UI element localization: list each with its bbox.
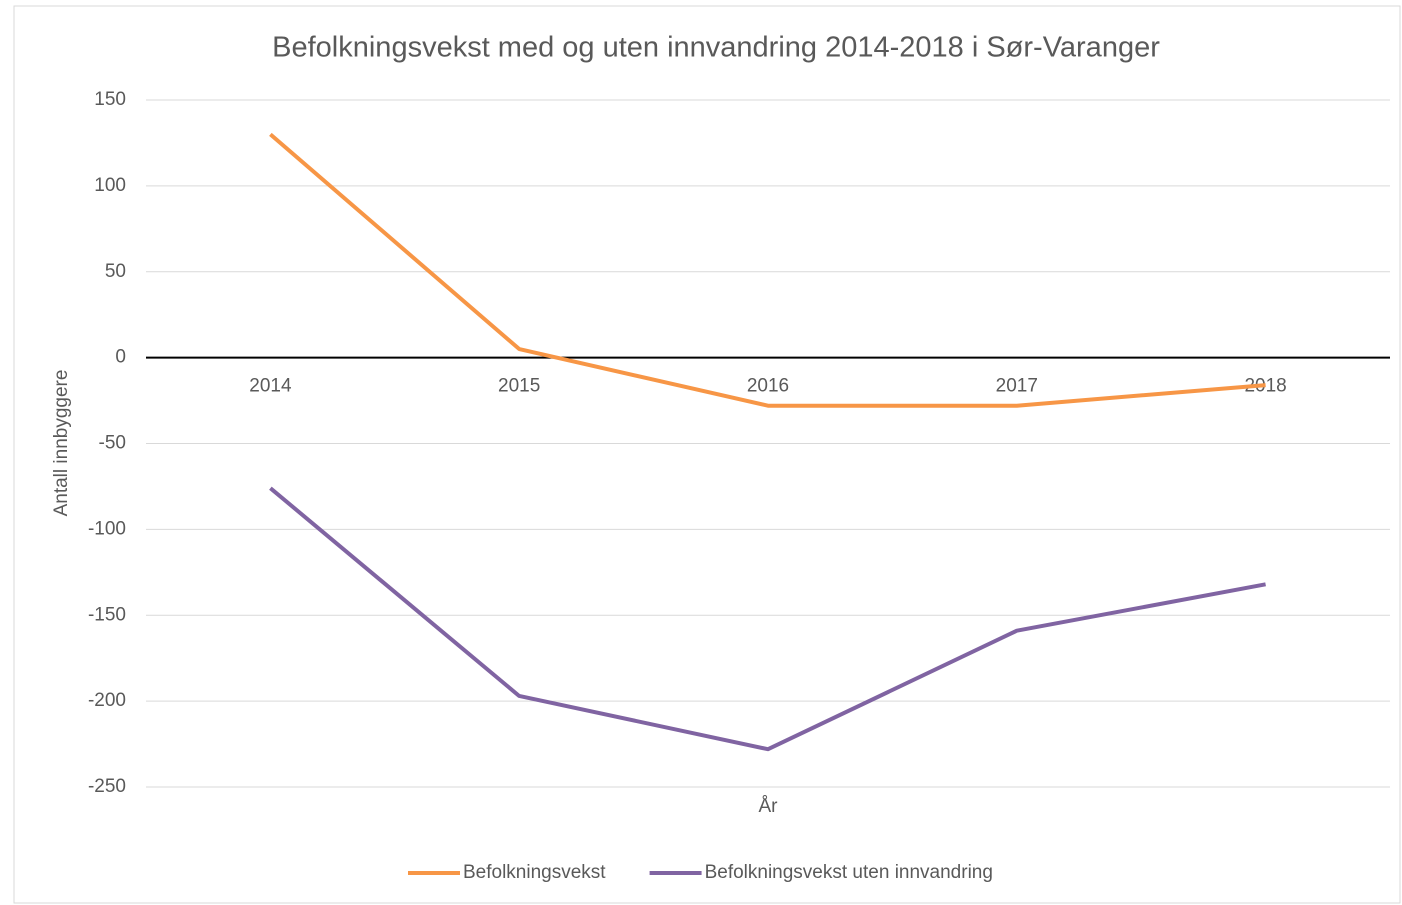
x-axis-label: År	[759, 796, 779, 817]
y-tick-label: -50	[99, 433, 126, 454]
y-axis-label: Antall innbyggere	[51, 370, 72, 517]
legend-label: Befolkningsvekst uten innvandring	[705, 862, 993, 883]
x-tick-label: 2015	[498, 376, 540, 397]
y-tick-label: 50	[105, 261, 126, 282]
x-tick-label: 2014	[249, 376, 292, 397]
y-tick-label: 100	[94, 175, 126, 196]
y-tick-label: 150	[94, 89, 126, 110]
chart-frame	[13, 5, 1401, 904]
series-line	[269, 132, 1266, 408]
x-tick-label: 2017	[996, 376, 1038, 397]
chart-title: Befolkningsvekst med og uten innvandring…	[272, 32, 1160, 64]
y-tick-label: 0	[115, 347, 126, 368]
y-tick-label: -200	[88, 690, 126, 711]
legend-label: Befolkningsvekst	[463, 862, 606, 883]
y-tick-label: -250	[88, 776, 126, 797]
y-tick-label: -100	[88, 518, 126, 539]
y-tick-label: -150	[88, 604, 126, 625]
x-tick-label: 2016	[747, 376, 789, 397]
series-line	[269, 486, 1266, 752]
